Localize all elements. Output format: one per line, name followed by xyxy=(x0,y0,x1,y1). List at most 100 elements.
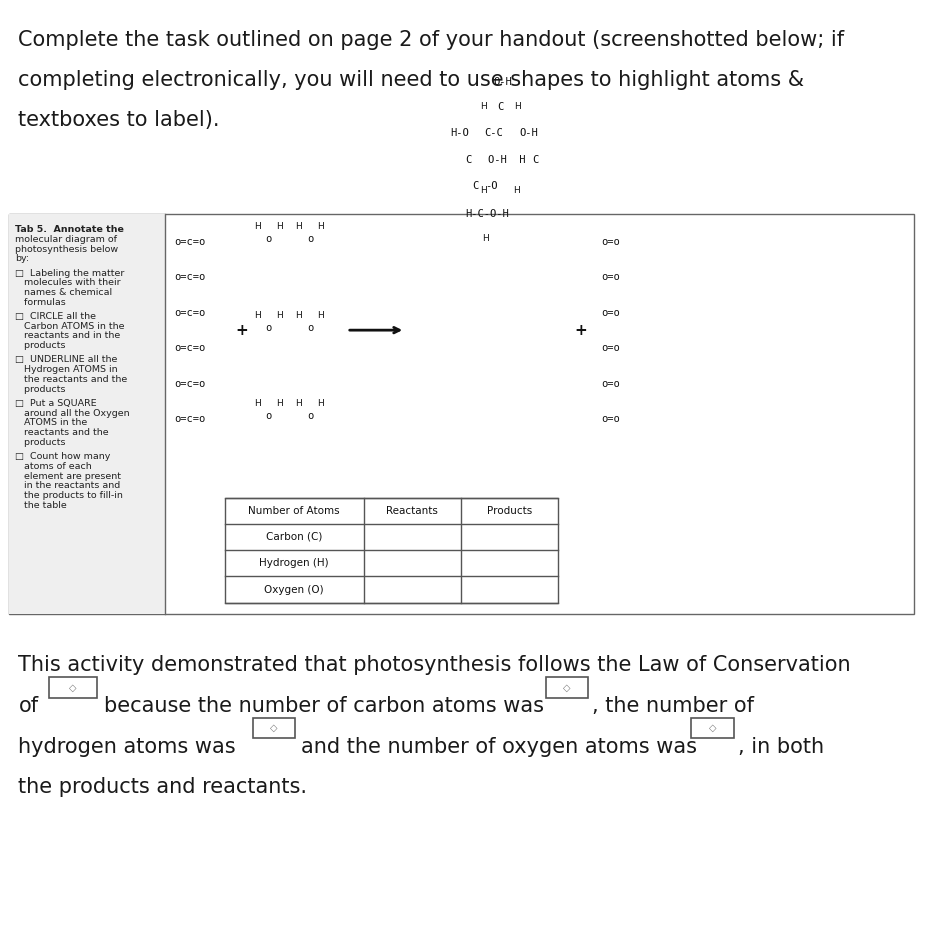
Text: Number of Atoms: Number of Atoms xyxy=(248,506,340,516)
Text: o=o: o=o xyxy=(601,414,620,424)
Text: the table: the table xyxy=(15,501,67,510)
Text: molecules with their: molecules with their xyxy=(15,278,120,287)
Text: products: products xyxy=(15,438,66,447)
Text: H: H xyxy=(295,399,302,408)
Text: o: o xyxy=(265,323,271,333)
Text: H: H xyxy=(295,222,302,232)
Text: C: C xyxy=(473,181,479,192)
Text: ◇: ◇ xyxy=(709,724,716,733)
Text: o=o: o=o xyxy=(601,379,620,389)
Bar xyxy=(691,718,734,738)
Text: H: H xyxy=(317,399,325,408)
Text: molecular diagram of: molecular diagram of xyxy=(15,234,117,244)
Text: C: C xyxy=(465,155,472,165)
Text: textboxes to label).: textboxes to label). xyxy=(18,110,220,130)
Text: H: H xyxy=(480,102,487,111)
Text: H: H xyxy=(276,311,283,320)
Text: O-H: O-H xyxy=(493,77,512,86)
Text: reactants and the: reactants and the xyxy=(15,428,108,437)
Text: C: C xyxy=(498,102,503,112)
Text: H: H xyxy=(276,222,283,232)
Text: o=c=o: o=c=o xyxy=(174,379,205,389)
Text: o: o xyxy=(307,234,313,245)
Text: O-H  H: O-H H xyxy=(488,155,526,165)
Text: o=c=o: o=c=o xyxy=(174,343,205,353)
Text: reactants and in the: reactants and in the xyxy=(15,331,120,340)
Text: H: H xyxy=(317,222,325,232)
Bar xyxy=(9,214,914,614)
Bar xyxy=(225,498,558,603)
Text: Complete the task outlined on page 2 of your handout (screenshotted below; if: Complete the task outlined on page 2 of … xyxy=(18,30,845,50)
Text: products: products xyxy=(15,341,66,351)
Text: Reactants: Reactants xyxy=(386,506,438,516)
Text: hydrogen atoms was: hydrogen atoms was xyxy=(18,737,236,757)
Text: completing electronically, you will need to use shapes to highlight atoms &: completing electronically, you will need… xyxy=(18,70,805,90)
Text: products: products xyxy=(15,385,66,393)
Text: -O: -O xyxy=(486,181,499,192)
Text: by:: by: xyxy=(15,254,29,263)
Text: +: + xyxy=(235,323,248,338)
Text: □  CIRCLE all the: □ CIRCLE all the xyxy=(15,312,96,321)
Text: H: H xyxy=(276,399,283,408)
Text: Products: Products xyxy=(487,506,532,516)
Text: because the number of carbon atoms was: because the number of carbon atoms was xyxy=(104,696,544,716)
Bar xyxy=(9,214,165,614)
Text: ◇: ◇ xyxy=(270,724,278,733)
Text: o: o xyxy=(265,234,271,245)
Text: □  Labeling the matter: □ Labeling the matter xyxy=(15,269,124,277)
Text: H: H xyxy=(253,399,261,408)
Text: and the number of oxygen atoms was: and the number of oxygen atoms was xyxy=(301,737,697,757)
Text: of: of xyxy=(18,696,39,716)
Text: H: H xyxy=(317,311,325,320)
Text: Carbon (C): Carbon (C) xyxy=(266,532,322,542)
Text: H: H xyxy=(253,222,261,232)
Text: ◇: ◇ xyxy=(69,683,77,692)
Text: ATOMS in the: ATOMS in the xyxy=(15,418,87,428)
Text: atoms of each: atoms of each xyxy=(15,462,92,471)
Bar xyxy=(49,677,97,698)
Text: Carbon ATOMS in the: Carbon ATOMS in the xyxy=(15,322,124,331)
Text: o=c=o: o=c=o xyxy=(174,272,205,283)
Text: C-C: C-C xyxy=(484,128,502,139)
Text: o=o: o=o xyxy=(601,308,620,318)
Text: o=c=o: o=c=o xyxy=(174,237,205,247)
Text: H: H xyxy=(513,102,521,111)
Text: Hydrogen ATOMS in: Hydrogen ATOMS in xyxy=(15,365,117,374)
Text: o=o: o=o xyxy=(601,272,620,283)
Text: ◇: ◇ xyxy=(563,683,571,692)
Text: H: H xyxy=(295,311,302,320)
Text: , the number of: , the number of xyxy=(592,696,754,716)
Text: around all the Oxygen: around all the Oxygen xyxy=(15,408,130,418)
Text: C: C xyxy=(532,155,538,165)
Text: the products to fill-in: the products to fill-in xyxy=(15,491,123,500)
Text: o: o xyxy=(307,323,313,333)
Text: element are present: element are present xyxy=(15,472,121,481)
Text: H-C-O-H: H-C-O-H xyxy=(465,209,509,219)
Text: H: H xyxy=(480,186,487,194)
Text: photosynthesis below: photosynthesis below xyxy=(15,245,117,254)
Text: H: H xyxy=(512,186,520,194)
Text: □  Count how many: □ Count how many xyxy=(15,452,110,461)
Text: , in both: , in both xyxy=(738,737,824,757)
Text: Oxygen (O): Oxygen (O) xyxy=(265,584,324,594)
Text: o: o xyxy=(265,411,271,421)
Text: H: H xyxy=(253,311,261,320)
Bar xyxy=(253,718,295,738)
Text: O-H: O-H xyxy=(519,128,537,139)
Text: Tab 5.  Annotate the: Tab 5. Annotate the xyxy=(15,225,124,234)
Text: □  UNDERLINE all the: □ UNDERLINE all the xyxy=(15,355,117,365)
Text: Hydrogen (H): Hydrogen (H) xyxy=(259,558,329,568)
Text: +: + xyxy=(574,323,587,338)
Text: o: o xyxy=(307,411,313,421)
Text: H: H xyxy=(482,234,489,244)
Text: o=c=o: o=c=o xyxy=(174,414,205,424)
Text: H-O: H-O xyxy=(450,128,469,139)
Text: □  Put a SQUARE: □ Put a SQUARE xyxy=(15,399,96,408)
Text: formulas: formulas xyxy=(15,298,66,307)
Text: in the reactants and: in the reactants and xyxy=(15,482,120,490)
Text: the products and reactants.: the products and reactants. xyxy=(18,777,307,798)
Text: o=c=o: o=c=o xyxy=(174,308,205,318)
Text: o=o: o=o xyxy=(601,343,620,353)
Text: This activity demonstrated that photosynthesis follows the Law of Conservation: This activity demonstrated that photosyn… xyxy=(18,655,851,675)
Bar xyxy=(546,677,588,698)
